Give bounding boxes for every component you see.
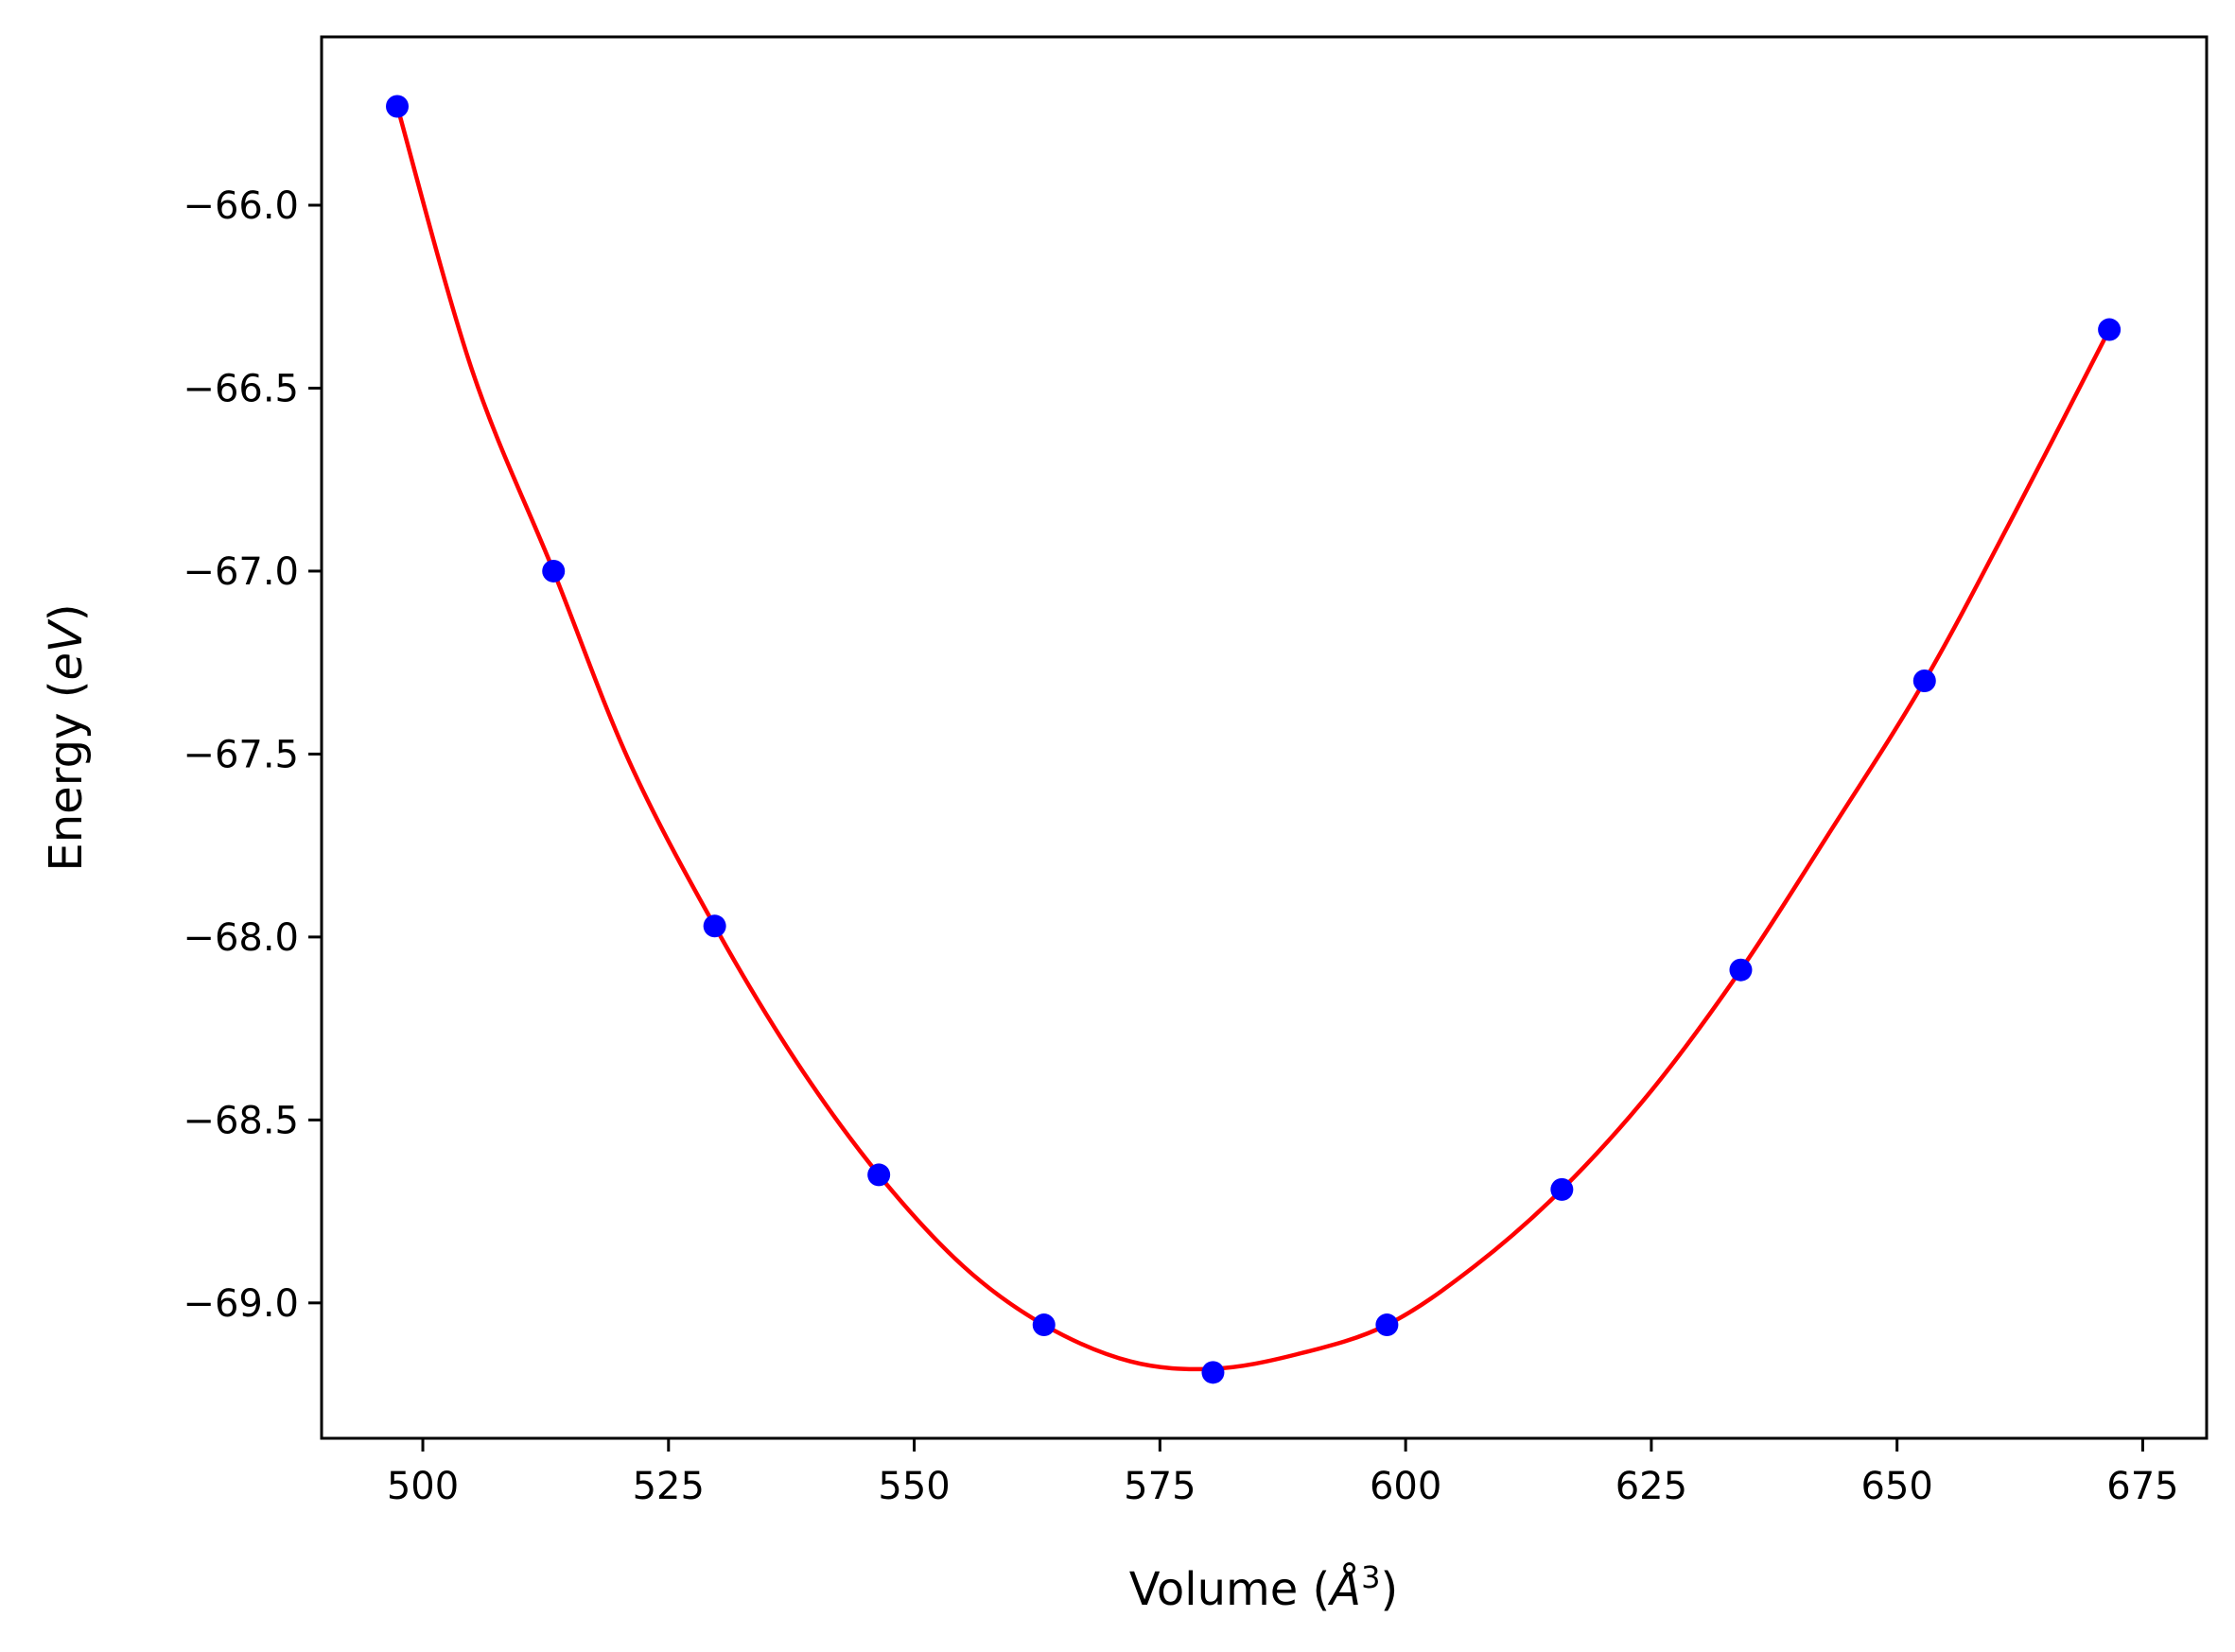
x-axis: 500 525 550 575 600 625 650 675 [387,1438,2179,1508]
y-tick-label: −67.0 [183,550,299,594]
data-point [1550,1177,1574,1201]
plot-layer [386,95,2122,1384]
data-point [2098,318,2122,341]
data-point [703,914,726,938]
x-axis-label: Volume (Å3) [1129,1559,1398,1616]
y-tick-label: −68.5 [183,1099,299,1142]
data-point [1912,669,1936,693]
x-tick-label: 575 [1124,1465,1196,1508]
plot-frame [320,35,2209,1440]
data-point [386,95,410,118]
fit-curve-line [394,105,2112,1372]
y-tick-label: −66.5 [183,367,299,410]
data-point [542,559,566,583]
data-point [867,1163,891,1187]
y-tick-label: −69.0 [183,1282,299,1326]
x-tick-label: 600 [1370,1465,1441,1508]
y-tick-label: −68.0 [183,916,299,960]
y-tick-label: −66.0 [183,184,299,228]
data-point [1375,1313,1399,1337]
x-tick-label: 525 [633,1465,705,1508]
data-point [1032,1313,1056,1337]
x-tick-label: 675 [2106,1465,2178,1508]
data-point [1729,958,1753,982]
y-axis-label: Energy (eV) [40,603,93,871]
x-tick-label: 650 [1861,1465,1933,1508]
y-axis: −66.0 −66.5 −67.0 −67.5 −68.0 −68.5 −69.0 [183,184,322,1326]
x-tick-label: 500 [387,1465,459,1508]
x-tick-label: 550 [878,1465,950,1508]
x-tick-label: 625 [1615,1465,1687,1508]
data-point [1201,1361,1225,1384]
y-tick-label: −67.5 [183,733,299,776]
